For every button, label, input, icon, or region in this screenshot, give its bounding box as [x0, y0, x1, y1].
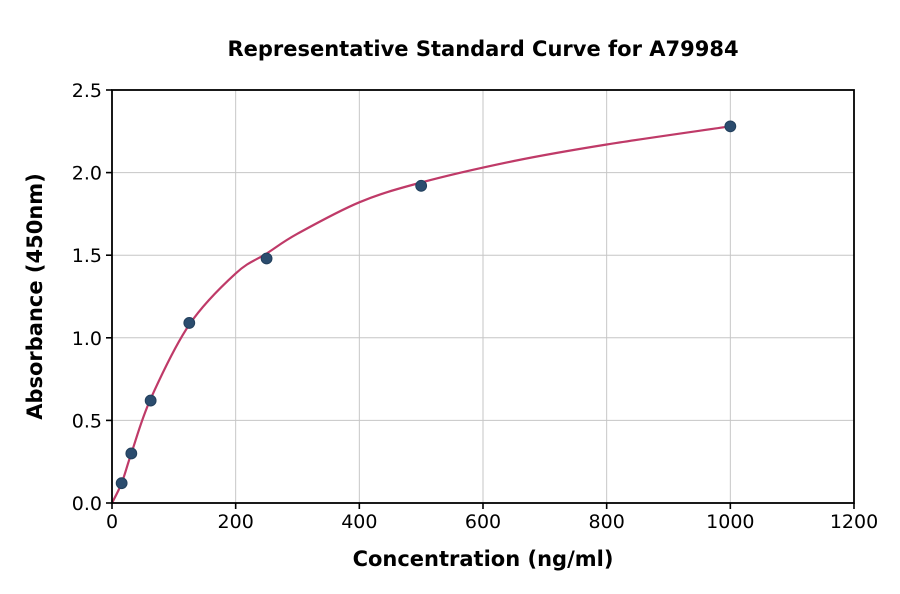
y-tick-label: 1.5	[72, 245, 102, 267]
fit-curve	[110, 125, 732, 505]
data-point	[183, 317, 196, 329]
x-tick-label: 800	[589, 511, 625, 533]
data-point	[125, 447, 138, 460]
chart-title: Representative Standard Curve for A79984	[227, 37, 738, 61]
y-axis-label: Absorbance (450nm)	[23, 173, 47, 420]
x-axis-label: Concentration (ng/ml)	[353, 547, 614, 571]
x-tick-label: 400	[341, 511, 377, 533]
x-tick-label: 1000	[706, 511, 754, 533]
axes-layer: 0 200 400 600 800 1000 1200 0.0 0.5 1.0 1.5 2.0 2.5	[72, 80, 878, 533]
y-tick-label: 2.0	[72, 163, 102, 185]
data-point	[144, 394, 157, 407]
x-tick-label: 0	[106, 511, 118, 533]
y-tick-label: 1.0	[72, 328, 102, 350]
y-tick-label: 0.0	[72, 493, 102, 515]
data-point	[260, 252, 273, 265]
plot-layer	[110, 120, 737, 505]
data-point	[724, 120, 737, 133]
x-tick-label: 1200	[830, 511, 878, 533]
data-point	[415, 179, 428, 192]
y-tick-label: 2.5	[72, 80, 102, 102]
x-tick-label: 200	[218, 511, 254, 533]
grid-layer	[111, 89, 855, 504]
x-tick-label: 600	[465, 511, 501, 533]
y-tick-label: 0.5	[72, 410, 102, 432]
data-point	[115, 477, 128, 490]
